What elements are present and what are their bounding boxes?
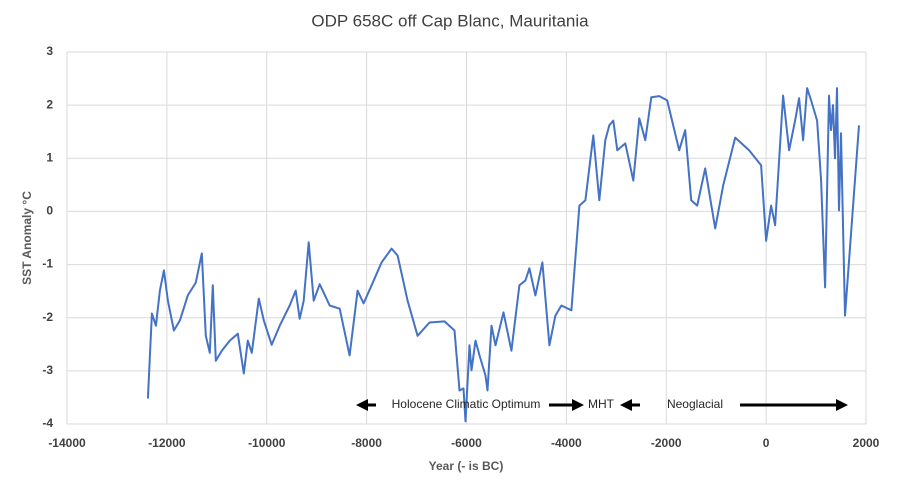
y-tick-label: 1 [46, 150, 53, 164]
x-tick-label: 2000 [853, 436, 880, 450]
annotation: Neoglacial [667, 397, 723, 411]
x-tick-label: 0 [763, 436, 770, 450]
data-line [146, 87, 860, 423]
y-tick-label: -3 [42, 363, 53, 377]
x-tick-label: -12000 [148, 436, 186, 450]
x-tick-label: -6000 [451, 436, 482, 450]
y-tick-label: 3 [46, 44, 53, 58]
y-tick-label: 0 [46, 204, 53, 218]
x-axis-title: Year (- is BC) [429, 459, 504, 473]
x-tick-label: -14000 [48, 436, 86, 450]
annotation: Holocene Climatic Optimum [392, 397, 541, 411]
annotation-arrows [356, 399, 848, 411]
x-tick-label: -4000 [551, 436, 582, 450]
chart-title: ODP 658C off Cap Blanc, Mauritania [311, 11, 589, 30]
annotation: MHT [588, 397, 615, 411]
x-tick-label: -2000 [651, 436, 682, 450]
y-tick-label: -4 [42, 416, 53, 430]
y-tick-label: 2 [46, 97, 53, 111]
x-tick-label: -8000 [351, 436, 382, 450]
y-axis-title: SST Anomaly °C [20, 191, 34, 285]
plot-area: -4 -3 -2 -1 0 1 2 3 -14000 -12000 -10000 -8000 -6000… [42, 44, 879, 450]
y-tick-label: -2 [42, 310, 53, 324]
x-tick-label: -10000 [248, 436, 286, 450]
y-tick-label: -1 [42, 257, 53, 271]
